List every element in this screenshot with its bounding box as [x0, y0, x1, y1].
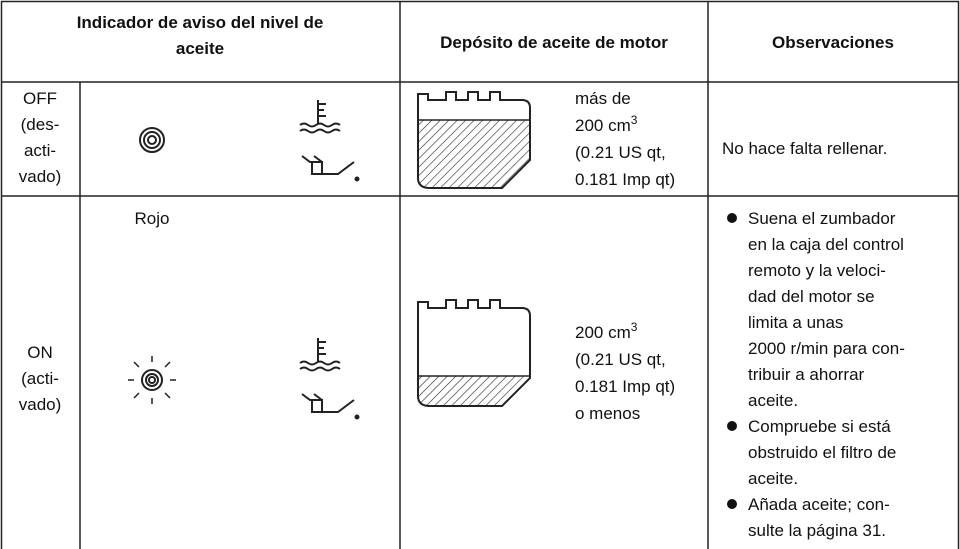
tank-level-text: (0.21 US qt, — [575, 350, 666, 369]
notes-text: 2000 r/min para con- — [748, 339, 905, 358]
oil-can-icon — [301, 393, 360, 420]
state-label: vado) — [19, 167, 62, 186]
notes-text: obstruido el filtro de — [748, 443, 896, 462]
notes-text: aceite. — [748, 469, 798, 488]
notes-text: dad del motor se — [748, 287, 875, 306]
state-label: ON — [27, 343, 53, 362]
tank-level-text: 0.181 Imp qt) — [575, 377, 675, 396]
tank-level-text: o menos — [575, 404, 640, 423]
bullet — [727, 421, 737, 431]
state-label: (des- — [21, 115, 60, 134]
oil-can-icon — [301, 155, 360, 182]
indicator-on-icon — [128, 356, 176, 404]
notes-text: No hace falta rellenar. — [722, 139, 887, 158]
state-label: (acti- — [21, 369, 59, 388]
tank-level-text: (0.21 US qt, — [575, 143, 666, 162]
notes-text: sulte la página 31. — [748, 521, 886, 540]
bullet — [727, 213, 737, 223]
state-label: OFF — [23, 89, 57, 108]
header-indicator: Indicador de aviso del nivel de — [77, 13, 324, 32]
tank-level-text: más de — [575, 89, 631, 108]
tank-level-text: 200 cm3 — [575, 113, 638, 135]
notes-text: tribuir a ahorrar — [748, 365, 865, 384]
state-label: vado) — [19, 395, 62, 414]
tank-level-text: 0.181 Imp qt) — [575, 170, 675, 189]
notes-text: limita a unas — [748, 313, 843, 332]
notes-text: Suena el zumbador — [748, 209, 896, 228]
notes-text: Compruebe si está — [748, 417, 891, 436]
thermometer-icon — [299, 338, 341, 372]
tank-full-icon — [417, 91, 531, 189]
notes-text: remoto y la veloci- — [748, 261, 886, 280]
superscript: 3 — [631, 113, 638, 127]
superscript: 3 — [631, 320, 638, 334]
notes-text: en la caja del control — [748, 235, 904, 254]
state-label: acti- — [24, 141, 56, 160]
color-label: Rojo — [135, 209, 170, 228]
header-notes: Observaciones — [772, 33, 894, 52]
bullet — [727, 499, 737, 509]
header-tank: Depósito de aceite de motor — [440, 33, 668, 52]
tank-level-text: 200 cm3 — [575, 320, 638, 342]
notes-text: Añada aceite; con- — [748, 495, 890, 514]
header-indicator: aceite — [176, 39, 224, 58]
tank-low-icon — [417, 299, 531, 407]
thermometer-icon — [299, 100, 341, 134]
notes-text: aceite. — [748, 391, 798, 410]
indicator-off-icon — [139, 127, 165, 153]
